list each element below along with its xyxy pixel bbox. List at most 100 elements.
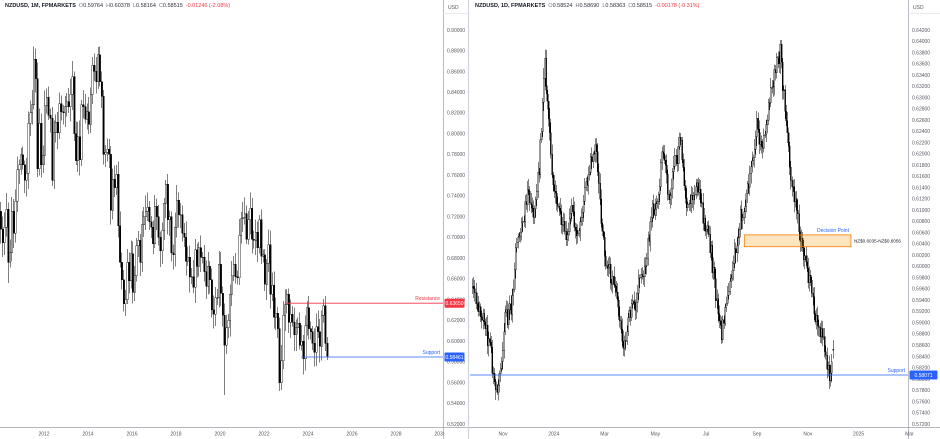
svg-text:Nov: Nov [803, 432, 812, 438]
svg-text:0.59600: 0.59600 [912, 287, 930, 293]
right-chart-legend: NZDUSD, 1D, FPMARKETS O0.58524 H0.58690 L0.… [475, 3, 700, 9]
support-label: Support [887, 368, 905, 374]
close-label: C [158, 3, 163, 9]
svg-text:2014: 2014 [82, 432, 93, 438]
open-value: 0.59764 [83, 3, 104, 9]
svg-text:May: May [651, 432, 661, 438]
high-value: 0.60378 [110, 3, 130, 9]
svg-text:0.57600: 0.57600 [912, 399, 930, 405]
support-line[interactable]: Support [301, 350, 443, 358]
svg-text:0.66000: 0.66000 [447, 277, 465, 283]
right-symbol-title[interactable]: NZDUSD, 1D, FPMARKETS [475, 3, 546, 9]
low-label: L [132, 3, 136, 9]
high-label: H [106, 3, 111, 9]
change-value: -0.01246 (-2.08%) [185, 3, 231, 9]
svg-text:Jul: Jul [703, 432, 709, 438]
svg-text:0.59400: 0.59400 [912, 298, 930, 304]
svg-text:2026: 2026 [346, 432, 357, 438]
svg-text:2012: 2012 [38, 432, 49, 438]
left-symbol-title[interactable]: NZDUSD, 1M, FPMARKETS [5, 3, 76, 9]
svg-text:0.58461: 0.58461 [445, 355, 463, 361]
svg-text:0.61400: 0.61400 [912, 185, 930, 191]
support-price-badge: 0.58461 [444, 352, 465, 362]
decision-point-zone[interactable]: Decision Point NZ$0.6035-NZ$0.6056 [743, 228, 901, 248]
svg-text:0.64200: 0.64200 [912, 28, 930, 34]
svg-text:2025: 2025 [853, 432, 864, 438]
svg-text:0.68000: 0.68000 [447, 256, 465, 262]
svg-text:0.57200: 0.57200 [912, 422, 930, 428]
svg-text:2018: 2018 [170, 432, 181, 438]
svg-text:0.62000: 0.62000 [912, 152, 930, 158]
price-axis[interactable]: USD 0.90000 0.88000 0.86000 0.84000 0.82000 0.… [443, 0, 467, 439]
low-value: 0.58363 [605, 3, 626, 9]
svg-text:0.62800: 0.62800 [912, 107, 930, 113]
svg-text:0.63650: 0.63650 [445, 301, 463, 307]
svg-text:0.56000: 0.56000 [447, 380, 465, 386]
svg-text:2020: 2020 [214, 432, 225, 438]
support-label: Support [422, 350, 440, 356]
open-label: O [78, 3, 84, 9]
svg-text:0.54000: 0.54000 [447, 401, 465, 407]
svg-text:0.63400: 0.63400 [912, 73, 930, 79]
svg-text:0.58071: 0.58071 [914, 373, 932, 379]
svg-text:0.52000: 0.52000 [447, 422, 465, 428]
decision-point-label: Decision Point [817, 228, 850, 234]
svg-text:0.60000: 0.60000 [447, 339, 465, 345]
close-value: 0.58515 [162, 3, 183, 9]
svg-text:Sep: Sep [753, 432, 762, 438]
svg-text:2016: 2016 [126, 432, 137, 438]
svg-text:0.60800: 0.60800 [912, 219, 930, 225]
svg-text:Mar: Mar [600, 432, 609, 438]
candles [471, 39, 834, 401]
svg-text:0.74000: 0.74000 [447, 194, 465, 200]
time-axis[interactable]: 2012 2014 2016 2018 2020 2022 2024 2026 2028 2030 [38, 432, 445, 438]
svg-text:2024: 2024 [548, 432, 559, 438]
left-chart-legend: NZDUSD, 1M, FPMARKETS O0.59764 H0.60378 L 0.… [5, 3, 230, 9]
resistance-line[interactable]: Resistance [284, 296, 443, 304]
support-price-badge: 0.58071 [909, 370, 938, 380]
NZDUSD-1D-plot: Decision Point NZ$0.6035-NZ$0.6056 Support [470, 39, 908, 401]
svg-text:0.90000: 0.90000 [447, 28, 465, 34]
svg-text:0.59800: 0.59800 [912, 275, 930, 281]
svg-text:Nov: Nov [499, 432, 508, 438]
svg-text:0.60200: 0.60200 [912, 253, 930, 259]
svg-text:0.60000: 0.60000 [912, 264, 930, 270]
svg-text:0.86000: 0.86000 [447, 69, 465, 75]
svg-text:0.78000: 0.78000 [447, 152, 465, 158]
high-label: H [575, 3, 580, 9]
svg-text:2028: 2028 [390, 432, 401, 438]
high-value: 0.58690 [579, 3, 600, 9]
axis-currency-label: USD [448, 5, 459, 11]
svg-text:0.58000: 0.58000 [912, 377, 930, 383]
low-label: L [602, 3, 606, 9]
svg-text:2030: 2030 [434, 432, 445, 438]
svg-text:0.58000: 0.58000 [447, 360, 465, 366]
NZDUSD-1M-plot: Resistance Support [0, 46, 443, 395]
svg-text:0.88000: 0.88000 [447, 49, 465, 55]
svg-text:0.58800: 0.58800 [912, 332, 930, 338]
svg-text:0.60400: 0.60400 [912, 242, 930, 248]
svg-text:0.62000: 0.62000 [447, 318, 465, 324]
svg-text:0.76000: 0.76000 [447, 173, 465, 179]
svg-text:0.61800: 0.61800 [912, 163, 930, 169]
open-label: O [548, 3, 553, 9]
price-axis[interactable]: USD 0.64200 0.64000 0.63800 0.63600 0.63400 0.… [908, 0, 940, 439]
svg-text:0.84000: 0.84000 [447, 90, 465, 96]
svg-text:0.59200: 0.59200 [912, 309, 930, 315]
change-value: -0.00178 (-0.31%) [655, 3, 700, 9]
support-line[interactable]: Support [470, 368, 908, 376]
svg-text:0.82000: 0.82000 [447, 111, 465, 117]
open-value: 0.58524 [552, 3, 573, 9]
svg-text:2024: 2024 [302, 432, 313, 438]
close-value: 0.58515 [632, 3, 653, 9]
axis-currency-label: USD [913, 5, 924, 11]
svg-text:0.62600: 0.62600 [912, 118, 930, 124]
svg-text:0.61600: 0.61600 [912, 174, 930, 180]
resistance-label: Resistance [415, 296, 440, 302]
svg-text:2022: 2022 [258, 432, 269, 438]
resistance-price-badge: 0.63650 [444, 298, 465, 308]
svg-text:0.59000: 0.59000 [912, 320, 930, 326]
time-axis[interactable]: Nov 2024 Mar May Jul Sep Nov 2025 Mar [499, 432, 914, 438]
